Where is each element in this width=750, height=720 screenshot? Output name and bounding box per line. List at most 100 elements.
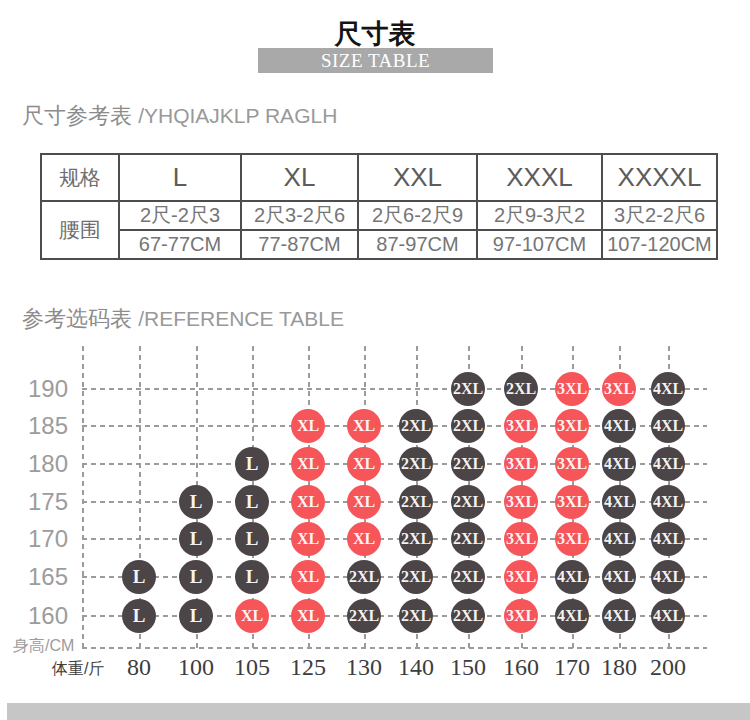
size-bubble: 2XL	[451, 447, 485, 481]
x-axis-tick-label: 160	[503, 654, 539, 681]
size-bubble: 3XL	[504, 522, 538, 556]
size-bubble: 4XL	[602, 560, 636, 594]
size-bubble: L	[235, 522, 269, 556]
size-bubble: L	[235, 485, 269, 519]
size-bubble: 3XL	[504, 485, 538, 519]
x-axis-tick-label: 200	[650, 654, 686, 681]
size-bubble: 3XL	[555, 372, 589, 406]
x-axis-tick-label: 140	[398, 654, 434, 681]
size-table-heading-en: /YHQIAJKLP RAGLH	[138, 104, 337, 127]
waist-cm-cell: 77-87CM	[241, 230, 358, 259]
size-bubble: 4XL	[651, 409, 685, 443]
size-bubble: XL	[347, 485, 381, 519]
waist-cm-cell: 67-77CM	[119, 230, 241, 259]
size-bubble: L	[122, 560, 156, 594]
size-bubble: 2XL	[451, 372, 485, 406]
size-bubble: 2XL	[451, 409, 485, 443]
size-bubble: 4XL	[555, 560, 589, 594]
size-bubble: 4XL	[651, 447, 685, 481]
waist-chi-cell: 2尺3-2尺6	[241, 201, 358, 230]
size-bubble: 4XL	[602, 447, 636, 481]
reference-table-heading: 参考选码表 /REFERENCE TABLE	[22, 304, 344, 334]
size-spec-table: 规格 L XL XXL XXXL XXXXL 腰围 2尺-2尺3 2尺3-2尺6…	[40, 153, 718, 260]
size-col-header: XXXXL	[602, 154, 717, 201]
x-axis-tick-label: 150	[450, 654, 486, 681]
y-axis-tick-label: 185	[18, 412, 68, 440]
size-bubble: 2XL	[399, 522, 433, 556]
size-bubble: XL	[291, 522, 325, 556]
y-axis-tick-label: 190	[18, 375, 68, 403]
size-bubble: 2XL	[399, 599, 433, 633]
subtitle-banner: SIZE TABLE	[258, 48, 493, 73]
size-bubble: XL	[291, 447, 325, 481]
size-bubble: 2XL	[451, 485, 485, 519]
size-bubble: 2XL	[451, 522, 485, 556]
size-chart-page: 尺寸表 SIZE TABLE 尺寸参考表 /YHQIAJKLP RAGLH 规格…	[0, 0, 750, 720]
waist-cm-cell: 87-97CM	[358, 230, 477, 259]
size-col-header: XL	[241, 154, 358, 201]
size-bubble: 2XL	[399, 560, 433, 594]
size-bubble: L	[235, 560, 269, 594]
size-bubble: 3XL	[504, 409, 538, 443]
size-bubble: XL	[291, 409, 325, 443]
y-axis-tick-label: 160	[18, 602, 68, 630]
bottom-divider-bar	[7, 703, 750, 720]
x-axis-tick-label: 170	[554, 654, 590, 681]
size-bubble: 3XL	[555, 522, 589, 556]
size-col-header: XXL	[358, 154, 477, 201]
waist-chi-cell: 2尺-2尺3	[119, 201, 241, 230]
x-axis-line	[82, 647, 707, 649]
size-bubble: 4XL	[602, 522, 636, 556]
size-bubble: 2XL	[347, 599, 381, 633]
size-bubble: 4XL	[602, 485, 636, 519]
size-bubble: XL	[291, 560, 325, 594]
size-bubble: XL	[291, 599, 325, 633]
size-table-heading: 尺寸参考表 /YHQIAJKLP RAGLH	[22, 101, 337, 131]
size-bubble: XL	[235, 599, 269, 633]
size-bubble: XL	[347, 409, 381, 443]
y-axis-tick-label: 180	[18, 450, 68, 478]
x-axis-tick-label: 125	[290, 654, 326, 681]
size-table-heading-cn: 尺寸参考表	[22, 103, 138, 128]
size-bubble: 2XL	[451, 599, 485, 633]
size-bubble: L	[179, 560, 213, 594]
x-axis-tick-label: 105	[234, 654, 270, 681]
reference-heading-en: /REFERENCE TABLE	[138, 307, 344, 330]
size-bubble: 3XL	[504, 560, 538, 594]
size-bubble: 2XL	[399, 485, 433, 519]
size-bubble: 3XL	[504, 447, 538, 481]
size-bubble: 2XL	[347, 560, 381, 594]
waist-cm-cell: 97-107CM	[477, 230, 602, 259]
size-bubble: 4XL	[602, 599, 636, 633]
x-axis-name: 体重/斤	[52, 659, 104, 680]
waist-chi-cell: 3尺2-2尺6	[602, 201, 717, 230]
size-bubble: XL	[347, 447, 381, 481]
spec-corner-cell: 规格	[41, 154, 119, 201]
size-bubble: 4XL	[555, 599, 589, 633]
y-axis-line	[82, 346, 84, 648]
size-bubble: XL	[291, 485, 325, 519]
size-bubble: XL	[347, 522, 381, 556]
waist-row-label: 腰围	[41, 201, 119, 259]
reference-heading-cn: 参考选码表	[22, 306, 138, 331]
size-bubble: L	[179, 599, 213, 633]
size-bubble: 4XL	[651, 372, 685, 406]
x-axis-tick-label: 100	[178, 654, 214, 681]
size-bubble: 3XL	[602, 372, 636, 406]
waist-chi-cell: 2尺6-2尺9	[358, 201, 477, 230]
size-bubble: 3XL	[555, 447, 589, 481]
size-bubble: 3XL	[555, 485, 589, 519]
y-axis-tick-label: 165	[18, 563, 68, 591]
size-bubble: 4XL	[651, 522, 685, 556]
size-bubble: 4XL	[651, 485, 685, 519]
subtitle-text: SIZE TABLE	[321, 50, 430, 72]
size-bubble: L	[179, 485, 213, 519]
size-bubble: L	[122, 599, 156, 633]
size-bubble: 3XL	[555, 409, 589, 443]
size-bubble: 4XL	[602, 409, 636, 443]
size-bubble: 2XL	[451, 560, 485, 594]
y-axis-tick-label: 170	[18, 525, 68, 553]
size-col-header: L	[119, 154, 241, 201]
waist-chi-cell: 2尺9-3尺2	[477, 201, 602, 230]
y-axis-tick-label: 175	[18, 488, 68, 516]
